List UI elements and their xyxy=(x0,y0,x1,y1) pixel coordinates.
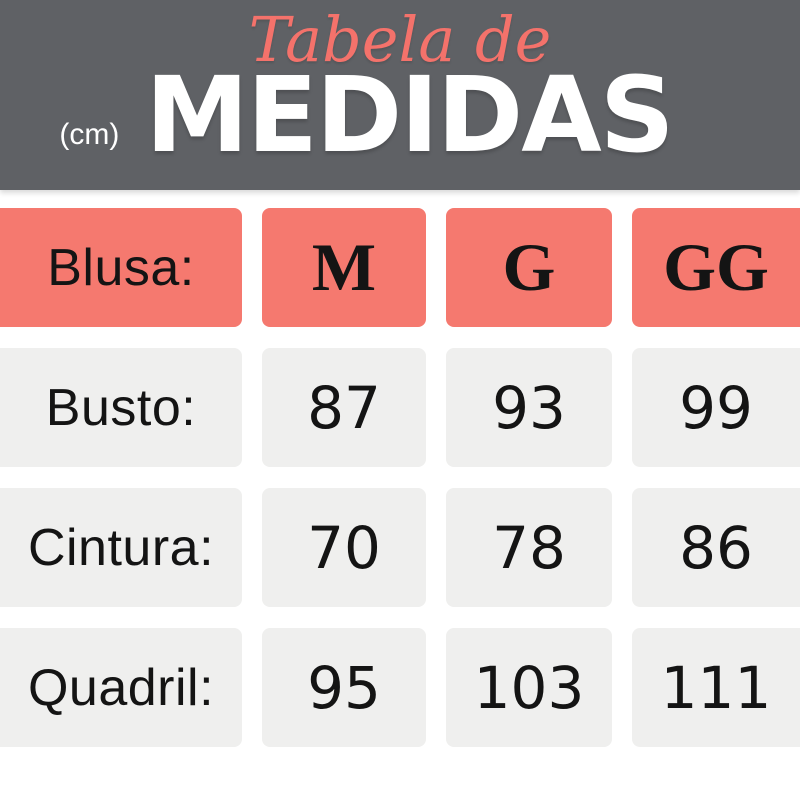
measurement-value: 70 xyxy=(307,513,381,582)
table-row-cintura-label-cell: Cintura: xyxy=(0,488,242,607)
table-cell-quadril-gg: 111 xyxy=(632,628,800,747)
table-cell-busto-gg: 99 xyxy=(632,348,800,467)
size-chart-page: Tabela de (cm) MEDIDAS Blusa: M G GG Bus… xyxy=(0,0,800,747)
table-cell-busto-g: 93 xyxy=(446,348,612,467)
table-cell-cintura-g: 78 xyxy=(446,488,612,607)
measurement-value: 78 xyxy=(492,513,566,582)
size-g-label: G xyxy=(502,229,556,305)
title-row: (cm) MEDIDAS xyxy=(0,54,766,177)
garment-label: Blusa: xyxy=(47,238,195,297)
table-cell-quadril-g: 103 xyxy=(446,628,612,747)
table-cell-quadril-m: 95 xyxy=(262,628,426,747)
unit-label: (cm) xyxy=(59,117,120,151)
measurement-value: 86 xyxy=(679,513,753,582)
row-label: Busto: xyxy=(45,378,197,437)
table-cell-cintura-gg: 86 xyxy=(632,488,800,607)
table-row-quadril-label-cell: Quadril: xyxy=(0,628,242,747)
size-gg-label: GG xyxy=(663,229,769,305)
measurement-value: 103 xyxy=(473,653,585,722)
table-header-cell-size-gg: GG xyxy=(632,208,800,327)
measurement-value: 93 xyxy=(492,373,566,442)
measurement-value: 111 xyxy=(660,653,772,722)
table-header-cell-size-g: G xyxy=(446,208,612,327)
script-title: Tabela de xyxy=(248,3,552,76)
table-row-busto-label-cell: Busto: xyxy=(0,348,242,467)
row-label: Quadril: xyxy=(27,658,215,717)
table-cell-cintura-m: 70 xyxy=(262,488,426,607)
row-label: Cintura: xyxy=(27,518,215,577)
table-header-cell-size-m: M xyxy=(262,208,426,327)
header-banner: Tabela de (cm) MEDIDAS xyxy=(0,0,800,190)
main-title: MEDIDAS xyxy=(145,54,674,177)
measurement-value: 99 xyxy=(679,373,753,442)
measurement-value: 87 xyxy=(307,373,381,442)
table-header-cell-garment: Blusa: xyxy=(0,208,242,327)
size-m-label: M xyxy=(311,229,377,305)
size-table: Blusa: M G GG Busto: 87 93 99 Cintura: 7… xyxy=(0,208,800,747)
table-cell-busto-m: 87 xyxy=(262,348,426,467)
measurement-value: 95 xyxy=(307,653,381,722)
